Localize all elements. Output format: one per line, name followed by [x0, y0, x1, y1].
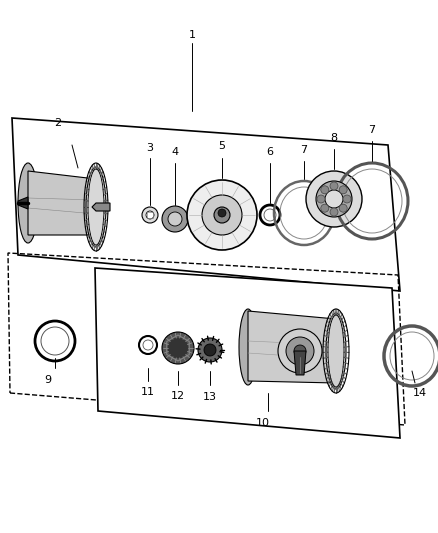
- Ellipse shape: [202, 195, 242, 235]
- Ellipse shape: [321, 204, 329, 212]
- Ellipse shape: [168, 338, 188, 358]
- Text: 7: 7: [300, 145, 307, 155]
- Polygon shape: [12, 118, 400, 291]
- Ellipse shape: [86, 167, 106, 247]
- Text: 11: 11: [141, 387, 155, 397]
- Ellipse shape: [198, 338, 222, 362]
- Ellipse shape: [330, 208, 338, 216]
- Text: 7: 7: [368, 125, 375, 135]
- Text: 9: 9: [44, 375, 52, 385]
- Ellipse shape: [239, 309, 257, 385]
- Ellipse shape: [162, 206, 188, 232]
- Text: 10: 10: [256, 418, 270, 428]
- Text: 3: 3: [146, 143, 153, 153]
- Ellipse shape: [146, 211, 154, 219]
- Text: 5: 5: [219, 141, 226, 151]
- Ellipse shape: [214, 207, 230, 223]
- Ellipse shape: [339, 186, 347, 194]
- Text: 13: 13: [203, 392, 217, 402]
- Ellipse shape: [330, 182, 338, 190]
- Ellipse shape: [343, 195, 351, 203]
- Polygon shape: [18, 197, 28, 209]
- Text: 4: 4: [171, 147, 179, 157]
- Ellipse shape: [316, 181, 352, 217]
- Ellipse shape: [339, 204, 347, 212]
- Ellipse shape: [325, 190, 343, 208]
- Ellipse shape: [278, 329, 322, 373]
- Ellipse shape: [168, 212, 182, 226]
- Text: 1: 1: [188, 30, 195, 40]
- Ellipse shape: [187, 180, 257, 250]
- Polygon shape: [92, 203, 110, 211]
- Text: 8: 8: [330, 133, 338, 143]
- Text: 12: 12: [171, 391, 185, 401]
- Ellipse shape: [18, 163, 38, 243]
- Polygon shape: [294, 351, 306, 375]
- Polygon shape: [248, 311, 336, 383]
- Ellipse shape: [326, 313, 346, 389]
- Ellipse shape: [142, 207, 158, 223]
- Ellipse shape: [321, 186, 329, 194]
- Ellipse shape: [317, 195, 325, 203]
- Text: 6: 6: [266, 147, 273, 157]
- Polygon shape: [95, 268, 400, 438]
- Text: 2: 2: [54, 118, 62, 128]
- Ellipse shape: [294, 345, 306, 357]
- Polygon shape: [28, 171, 96, 235]
- Ellipse shape: [306, 171, 362, 227]
- Ellipse shape: [204, 344, 216, 356]
- Text: 14: 14: [413, 388, 427, 398]
- Ellipse shape: [286, 337, 314, 365]
- Ellipse shape: [162, 332, 194, 364]
- Ellipse shape: [218, 209, 226, 217]
